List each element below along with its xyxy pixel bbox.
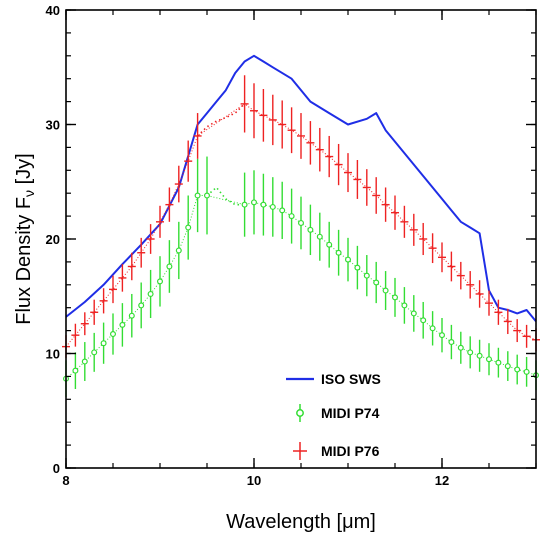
x-tick-label: 10 bbox=[247, 473, 261, 488]
data-point-midi-p74 bbox=[204, 192, 211, 199]
data-point-midi-p74 bbox=[486, 356, 493, 363]
data-point-midi-p74 bbox=[269, 203, 276, 210]
legend-item-iso-sws: ISO SWS bbox=[286, 371, 381, 387]
data-point-midi-p74 bbox=[157, 278, 164, 285]
data-point-midi-p74 bbox=[251, 199, 258, 206]
data-point-midi-p74 bbox=[354, 264, 361, 271]
data-point-midi-p74 bbox=[138, 302, 145, 309]
data-point-midi-p74 bbox=[185, 224, 192, 231]
legend-label-midi-p74: MIDI P74 bbox=[321, 405, 380, 421]
legend-label-iso-sws: ISO SWS bbox=[321, 371, 381, 387]
data-point-midi-p74 bbox=[91, 349, 98, 356]
y-tick-label: 10 bbox=[46, 347, 60, 362]
data-point-midi-p74 bbox=[467, 349, 474, 356]
data-point-midi-p74 bbox=[429, 325, 436, 332]
data-point-midi-p74 bbox=[194, 192, 201, 199]
data-point-midi-p74 bbox=[363, 272, 370, 279]
data-point-midi-p74 bbox=[128, 312, 135, 319]
data-point-midi-p74 bbox=[260, 201, 267, 208]
gap-segment-midi-p74 bbox=[206, 186, 245, 206]
data-point-midi-p74 bbox=[523, 368, 530, 375]
data-point-midi-p74 bbox=[298, 219, 305, 226]
data-point-midi-p74 bbox=[495, 359, 502, 366]
y-axis-title-sub: ν bbox=[21, 190, 37, 197]
data-point-midi-p74 bbox=[119, 321, 126, 328]
y-tick-label: 0 bbox=[53, 461, 60, 476]
data-point-midi-p74 bbox=[392, 294, 399, 301]
y-tick-label: 40 bbox=[46, 3, 60, 18]
data-point-midi-p74 bbox=[345, 256, 352, 263]
data-layer bbox=[62, 54, 540, 398]
data-point-midi-p74 bbox=[457, 344, 464, 351]
data-point-midi-p74 bbox=[147, 290, 154, 297]
data-point-midi-p74 bbox=[476, 352, 483, 359]
x-tick-label: 12 bbox=[435, 473, 449, 488]
data-point-midi-p74 bbox=[504, 363, 511, 370]
legend-label-midi-p76: MIDI P76 bbox=[321, 443, 380, 459]
x-axis-title: Wavelength [μm] bbox=[226, 511, 376, 533]
data-point-midi-p74 bbox=[72, 367, 79, 374]
data-point-midi-p74 bbox=[81, 358, 88, 365]
data-point-midi-p74 bbox=[373, 279, 380, 286]
data-point-midi-p74 bbox=[410, 310, 417, 317]
data-point-midi-p74 bbox=[279, 207, 286, 214]
y-axis-title: Flux Density Fν [Jy] bbox=[13, 153, 37, 324]
y-axis-title-main: Flux Density F bbox=[13, 197, 35, 325]
legend: ISO SWS MIDI P74 MIDI P76 bbox=[286, 371, 381, 460]
y-tick-label: 20 bbox=[46, 232, 60, 247]
legend-item-midi-p76: MIDI P76 bbox=[293, 442, 380, 460]
data-point-midi-p74 bbox=[326, 241, 333, 248]
legend-item-midi-p74: MIDI P74 bbox=[296, 404, 380, 422]
data-point-midi-p74 bbox=[100, 340, 107, 347]
data-point-midi-p74 bbox=[382, 287, 389, 294]
legend-marker-midi-p74 bbox=[296, 409, 304, 417]
plot-frame bbox=[65, 9, 537, 469]
data-point-midi-p74 bbox=[439, 332, 446, 339]
series-line-iso-sws bbox=[65, 54, 537, 323]
x-tick-label: 8 bbox=[62, 473, 69, 488]
series-connector-midi-p76 bbox=[65, 103, 537, 347]
data-point-midi-p74 bbox=[307, 226, 314, 233]
data-point-midi-p74 bbox=[175, 247, 182, 254]
data-point-midi-p74 bbox=[335, 249, 342, 256]
data-point-midi-p74 bbox=[109, 331, 116, 338]
data-point-midi-p74 bbox=[514, 366, 521, 373]
y-tick-label: 30 bbox=[46, 118, 60, 133]
data-point-midi-p74 bbox=[401, 302, 408, 309]
data-point-midi-p74 bbox=[166, 263, 173, 270]
data-point-midi-p74 bbox=[420, 317, 427, 324]
data-point-midi-p74 bbox=[288, 213, 295, 220]
data-point-midi-p74 bbox=[316, 233, 323, 240]
data-point-midi-p74 bbox=[448, 339, 455, 346]
data-point-midi-p74 bbox=[241, 201, 248, 208]
y-axis-title-unit: [Jy] bbox=[13, 153, 35, 190]
